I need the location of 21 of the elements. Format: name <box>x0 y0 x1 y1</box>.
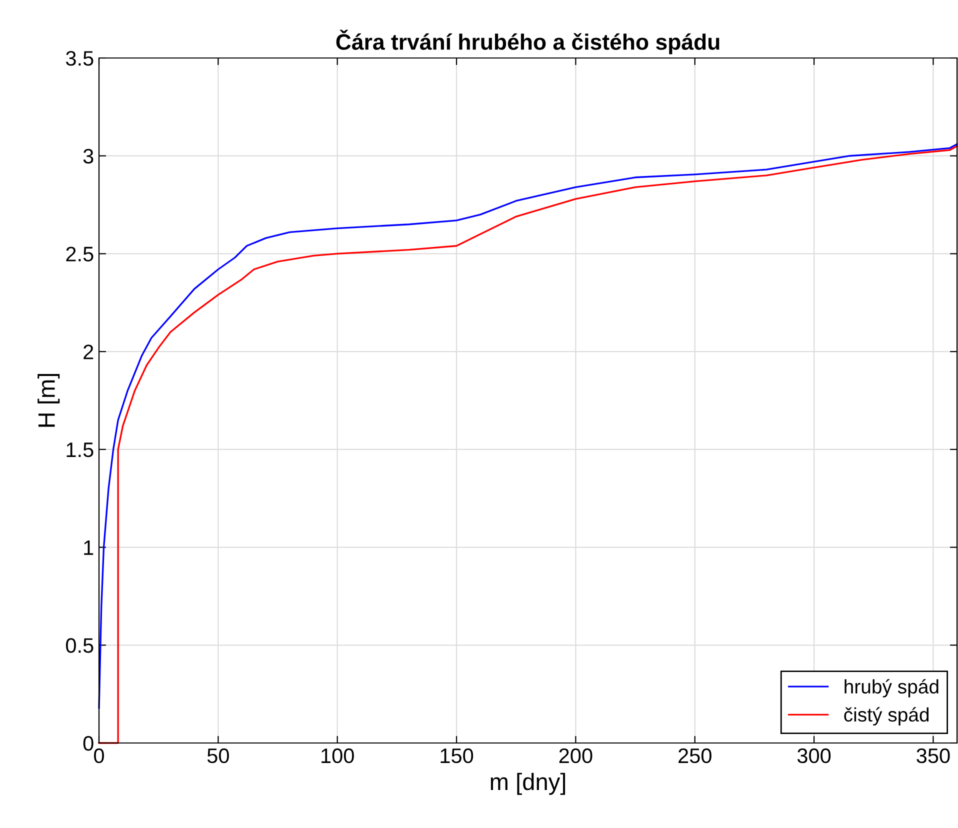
x-tick-label: 0 <box>94 748 104 764</box>
x-tick-label: 350 <box>916 748 950 764</box>
x-tick-label: 100 <box>322 748 354 764</box>
y-tick-label: 3 <box>83 148 94 164</box>
y-tick-label: 3.5 <box>66 51 94 66</box>
y-tick-label: 2.5 <box>66 246 94 262</box>
y-axis-title: H [m] <box>38 374 60 427</box>
y-tick-label: 1 <box>84 540 94 555</box>
legend-label: čistý spád <box>844 707 929 726</box>
x-tick-label: 150 <box>440 748 474 764</box>
y-tick-label: 2 <box>84 344 94 360</box>
x-tick-label: 300 <box>797 748 831 764</box>
x-tick-label: 200 <box>559 748 592 764</box>
chart-title: Čára trvání hrubého a čistého spádu <box>336 30 720 54</box>
y-tick-label: 1.5 <box>66 442 94 458</box>
legend-label: hrubý spád <box>844 679 938 698</box>
y-tick-label: 0 <box>83 736 94 751</box>
x-tick-label: 50 <box>207 748 229 764</box>
x-tick-label: 250 <box>678 748 712 764</box>
x-axis-title: m [dny] <box>490 772 566 795</box>
y-tick-label: 0.5 <box>66 638 94 653</box>
